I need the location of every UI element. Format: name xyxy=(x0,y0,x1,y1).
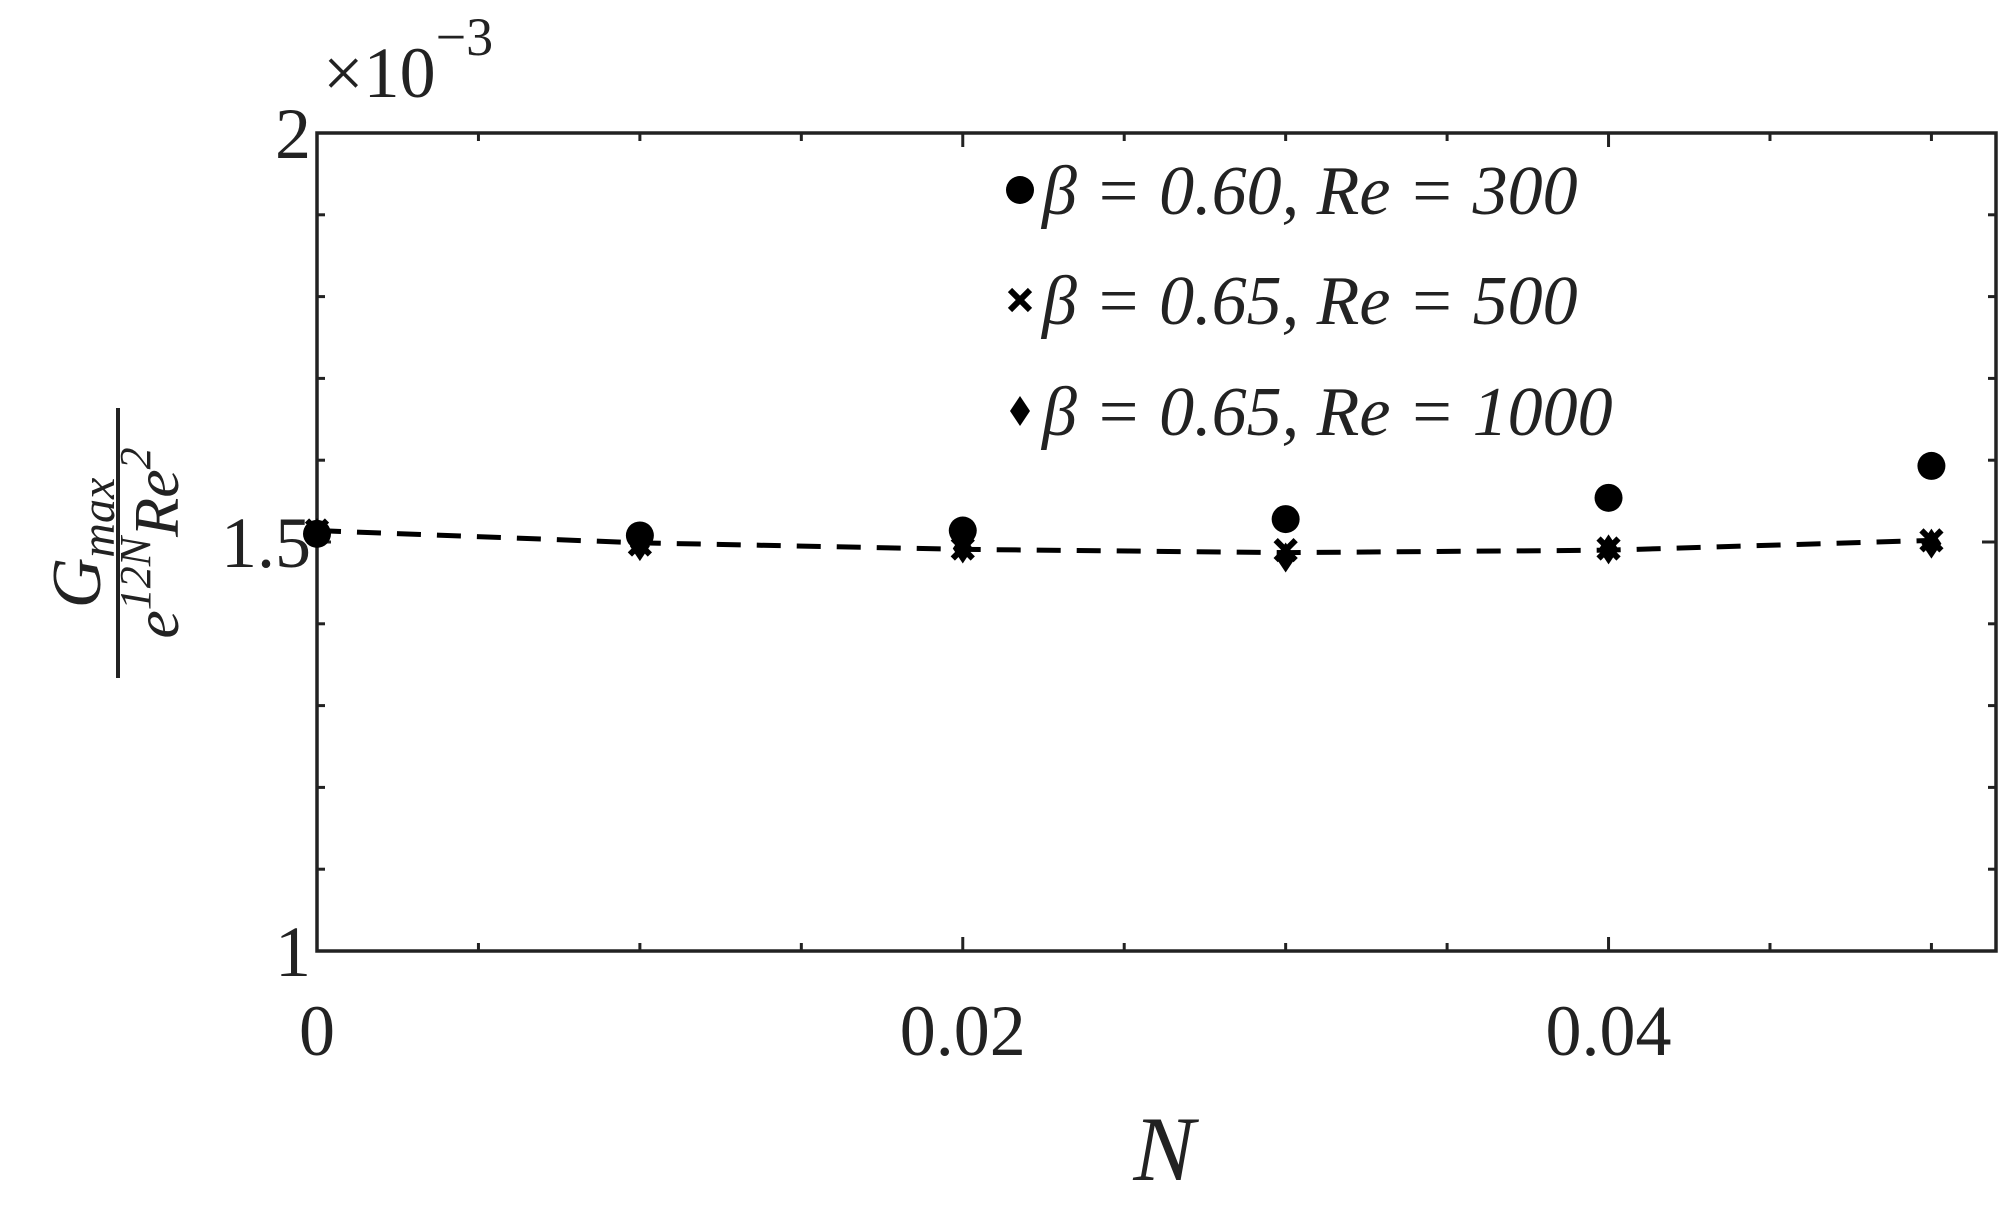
point-circle xyxy=(1917,451,1946,480)
x-axis-label: N xyxy=(1132,1098,1199,1200)
y-label-e: e xyxy=(121,610,192,638)
legend-label: β = 0.60, Re = 300 xyxy=(1040,153,1578,230)
y-label-g: G xyxy=(39,558,116,609)
y-axis-label: Gmax e12NRe2 xyxy=(39,408,192,678)
point-circle xyxy=(1594,483,1623,512)
fit-line xyxy=(316,528,1932,556)
x-tick-label: 0.04 xyxy=(1546,991,1672,1071)
legend-marker xyxy=(1007,287,1033,313)
legend-marker xyxy=(1010,396,1030,426)
point-diamond xyxy=(1275,542,1296,573)
legend-marker xyxy=(1006,176,1034,204)
multiplier-base: ×10 xyxy=(323,33,436,113)
legend-label: β = 0.65, Re = 500 xyxy=(1040,263,1578,340)
y-label-re: Re xyxy=(121,469,192,538)
y-label-re-exp: 2 xyxy=(111,447,160,469)
point-circle xyxy=(1271,505,1300,534)
point-diamond xyxy=(1921,528,1942,559)
y-multiplier: ×10−3 xyxy=(323,7,493,113)
y-label-denominator: e12NRe2 xyxy=(111,447,192,638)
y-tick-label: 1.5 xyxy=(221,503,311,583)
point-diamond xyxy=(952,533,973,564)
y-tick-label: 1 xyxy=(275,912,311,992)
multiplier-exponent: −3 xyxy=(436,7,493,67)
y-label-e-exp: 12N xyxy=(111,534,160,610)
point-diamond xyxy=(629,531,650,562)
point-diamond xyxy=(1598,534,1619,565)
legend-label: β = 0.65, Re = 1000 xyxy=(1040,374,1613,451)
x-tick-label: 0 xyxy=(299,991,335,1071)
x-tick-label: 0.02 xyxy=(900,991,1026,1071)
y-tick-label: 2 xyxy=(275,94,311,174)
point-diamond xyxy=(307,518,327,549)
